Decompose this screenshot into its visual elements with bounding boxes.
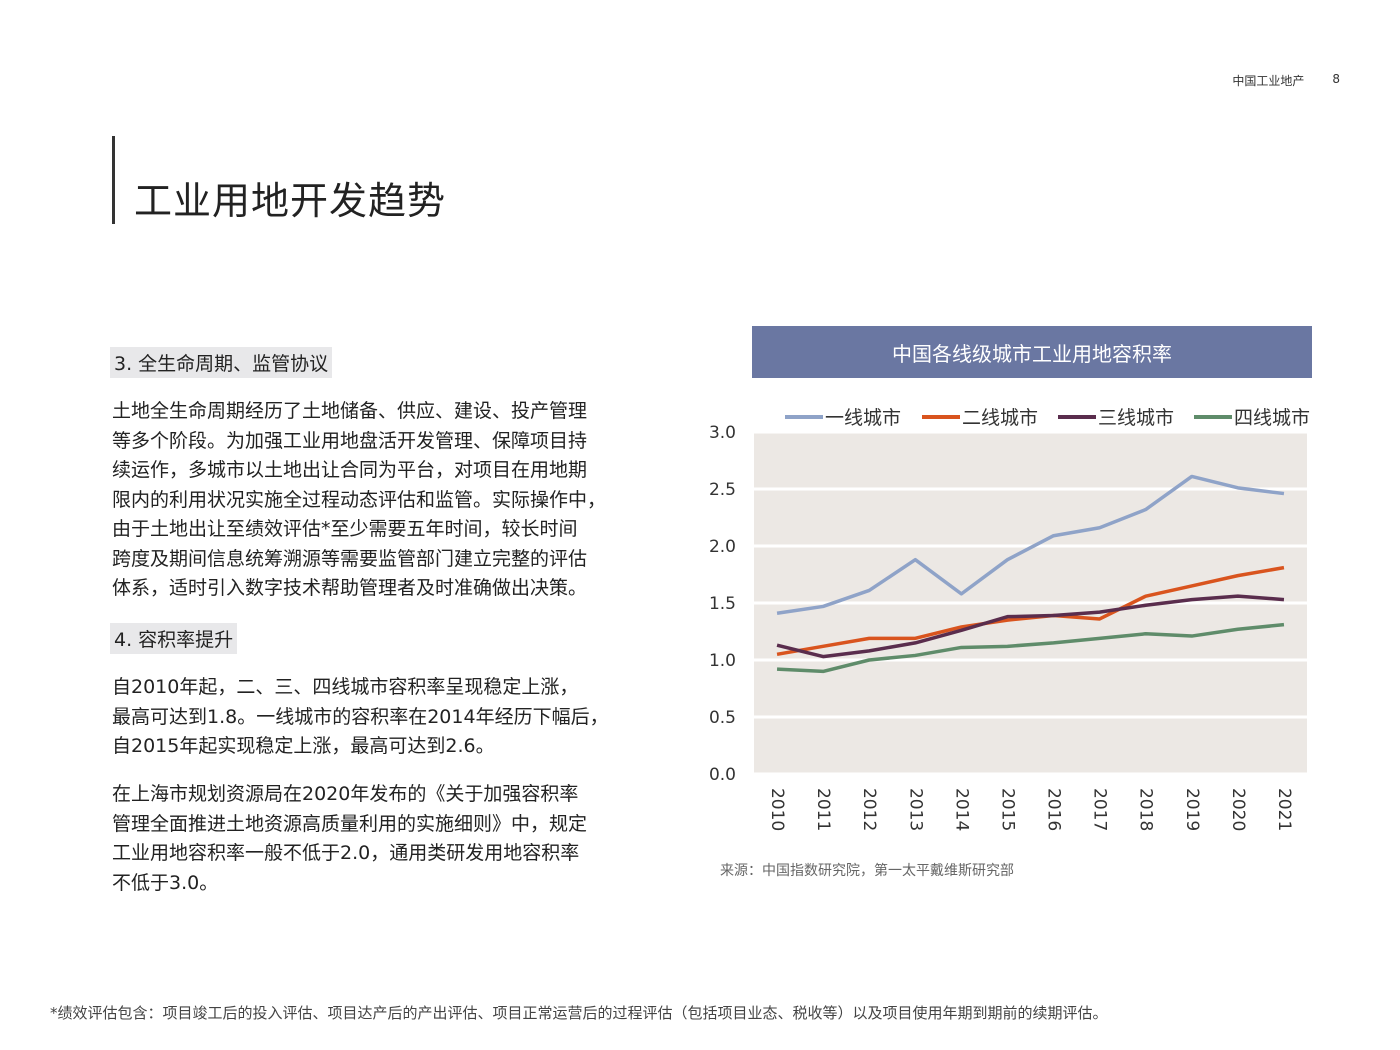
legend-label: 二线城市: [962, 407, 1038, 429]
paragraph-lifecycle: 土地全生命周期经历了土地储备、供应、建设、投产管理 等多个阶段。为加强工业用地盘…: [112, 400, 607, 599]
page-header: 中国工业地产 8: [1232, 72, 1340, 89]
series-line: [776, 474, 1285, 615]
legend-label: 一线城市: [825, 407, 901, 429]
series-line: [776, 594, 1285, 659]
x-tick-label: 2010: [767, 788, 787, 831]
y-tick-label: 3.0: [709, 423, 736, 443]
x-tick-label: 2020: [1228, 788, 1248, 831]
y-tick-label: 0.5: [709, 708, 736, 728]
x-tick-label: 2017: [1090, 788, 1110, 831]
y-tick-label: 0.0: [709, 765, 736, 785]
page-title: 工业用地开发趋势: [134, 179, 447, 223]
y-tick-label: 2.0: [709, 537, 736, 557]
paragraph-far-trend: 自2010年起，二、三、四线城市容积率呈现稳定上涨， 最高可达到1.8。一线城市…: [112, 676, 609, 757]
x-tick-label: 2013: [905, 788, 925, 831]
y-tick-label: 1.5: [709, 594, 736, 614]
chart-title: 中国各线级城市工业用地容积率: [752, 326, 1312, 378]
x-tick-label: 2011: [813, 788, 833, 831]
legend-label: 四线城市: [1234, 407, 1310, 429]
x-tick-label: 2018: [1136, 788, 1156, 831]
paragraph-shanghai-policy: 在上海市规划资源局在2020年发布的《关于加强容积率 管理全面推进土地资源高质量…: [112, 783, 588, 894]
far-line-chart: 0.0 0.5 1.0 1.5 2.0 2.5 3.0 2010 2011 2012 2013 201…: [709, 407, 1310, 831]
legend-label: 三线城市: [1098, 407, 1174, 429]
y-tick-label: 1.0: [709, 651, 736, 671]
x-tick-label: 2012: [859, 788, 879, 831]
page-number: 8: [1332, 72, 1340, 86]
x-tick-label: 2021: [1274, 788, 1294, 831]
section-heading-lifecycle: 3. 全生命周期、监管协议: [110, 347, 333, 378]
x-tick-label: 2015: [997, 788, 1017, 831]
header-section-label: 中国工业地产: [1232, 74, 1305, 88]
title-accent-bar: [112, 136, 115, 224]
y-tick-label: 2.5: [709, 480, 736, 500]
section-heading-far: 4. 容积率提升: [110, 623, 238, 654]
x-tick-label: 2019: [1182, 788, 1202, 831]
chart-source: 来源：中国指数研究院，第一太平戴维斯研究部: [720, 863, 1014, 879]
x-tick-label: 2014: [951, 788, 971, 831]
x-tick-label: 2016: [1044, 788, 1064, 831]
series-line: [776, 622, 1285, 674]
footnote: *绩效评估包含：项目竣工后的投入评估、项目达产后的产出评估、项目正常运营后的过程…: [50, 1004, 1108, 1022]
